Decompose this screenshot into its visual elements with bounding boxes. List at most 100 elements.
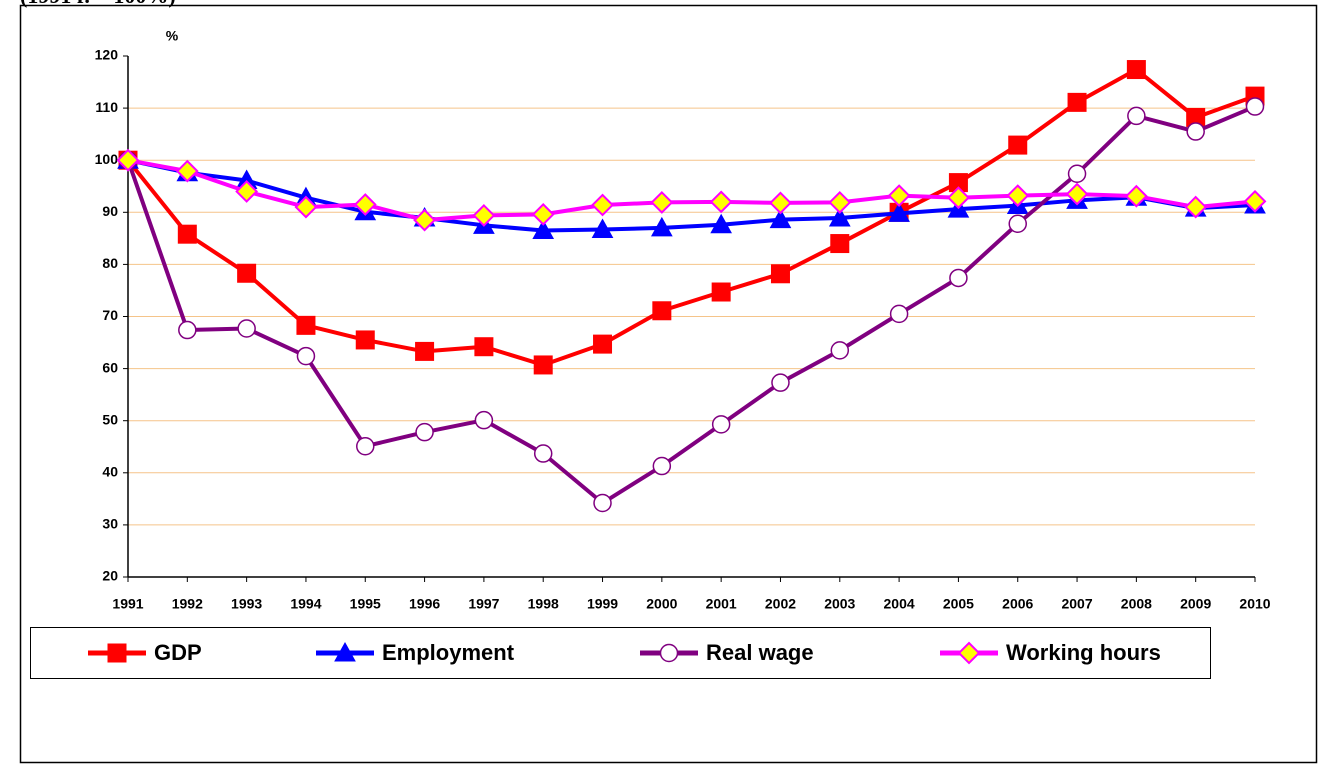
y-tick-label: 30 xyxy=(102,516,118,532)
legend-marker xyxy=(334,641,356,662)
x-tick-label: 2006 xyxy=(1002,596,1033,612)
data-point xyxy=(949,268,968,288)
data-point xyxy=(1067,164,1087,183)
data-point xyxy=(828,207,851,227)
chart-frame xyxy=(19,4,1318,764)
x-tick-label: 2000 xyxy=(646,596,677,612)
data-point xyxy=(1186,122,1205,141)
series-line xyxy=(127,158,1256,233)
data-point xyxy=(177,224,197,244)
x-tick-label: 1994 xyxy=(290,596,321,612)
x-tick-label: 2005 xyxy=(943,596,974,612)
data-point xyxy=(296,346,316,366)
data-point xyxy=(533,355,553,375)
data-point xyxy=(650,216,673,237)
data-point xyxy=(175,159,199,183)
y-tick-label: 90 xyxy=(102,203,118,219)
data-point xyxy=(711,415,731,434)
data-point xyxy=(235,180,259,203)
x-tick-label: 2002 xyxy=(765,596,796,612)
y-tick-label: 110 xyxy=(95,99,118,115)
data-point xyxy=(472,204,496,227)
data-point xyxy=(116,148,140,172)
chart-subtitle: (1991 г. = 100%) xyxy=(20,0,176,8)
x-tick-label: 1991 xyxy=(112,596,143,612)
data-point xyxy=(1184,195,1208,219)
data-point xyxy=(474,410,494,430)
series-line xyxy=(126,104,1256,506)
series-line xyxy=(127,158,1256,223)
data-point xyxy=(650,190,674,214)
data-point xyxy=(1124,184,1148,208)
x-tick-label: 1992 xyxy=(172,596,203,612)
data-point xyxy=(355,330,375,350)
y-tick-label: 50 xyxy=(102,411,118,427)
data-point xyxy=(1067,92,1087,112)
data-point xyxy=(591,218,614,238)
x-tick-label: 1995 xyxy=(350,596,381,612)
data-point xyxy=(830,234,850,254)
data-point xyxy=(947,186,970,210)
data-point xyxy=(532,219,555,240)
data-point xyxy=(830,341,850,360)
data-point xyxy=(652,456,672,476)
legend-marker xyxy=(107,643,127,663)
data-point xyxy=(178,320,197,340)
data-point xyxy=(711,282,731,302)
data-point xyxy=(710,213,733,234)
y-tick-label: 120 xyxy=(95,47,119,63)
data-point xyxy=(356,436,375,456)
data-point xyxy=(889,304,909,324)
legend-label: GDP xyxy=(154,640,202,665)
data-point xyxy=(828,190,852,214)
legend-label: Working hours xyxy=(1006,640,1161,665)
x-tick-label: 1996 xyxy=(409,596,440,612)
data-point xyxy=(1065,182,1089,206)
data-point xyxy=(1008,135,1028,155)
data-point xyxy=(709,190,733,214)
data-point xyxy=(591,193,614,217)
data-point xyxy=(771,373,790,392)
data-point xyxy=(353,193,377,216)
x-tick-label: 2003 xyxy=(824,596,855,612)
data-point xyxy=(474,337,494,357)
x-tick-label: 2009 xyxy=(1180,596,1211,612)
data-point xyxy=(415,341,435,361)
x-tick-label: 2007 xyxy=(1061,596,1092,612)
data-point xyxy=(887,184,911,208)
data-point xyxy=(652,301,672,321)
data-point xyxy=(237,263,257,283)
data-point xyxy=(531,202,555,226)
x-tick-label: 2004 xyxy=(884,596,915,612)
data-point xyxy=(770,264,790,284)
legend-label: Real wage xyxy=(706,640,814,665)
data-point xyxy=(413,208,436,232)
y-tick-label: 40 xyxy=(102,464,118,480)
data-point xyxy=(1245,97,1265,116)
data-point xyxy=(593,334,613,354)
data-point xyxy=(888,202,910,222)
y-tick-label: 100 xyxy=(95,151,119,167)
data-point xyxy=(237,319,256,338)
x-tick-label: 2008 xyxy=(1121,596,1152,612)
legend-box xyxy=(30,627,1211,679)
data-point xyxy=(1126,60,1146,80)
data-point xyxy=(1243,189,1267,213)
data-point xyxy=(533,444,553,463)
legend-label: Employment xyxy=(382,640,515,665)
x-tick-label: 1997 xyxy=(468,596,499,612)
y-tick-label: 20 xyxy=(102,568,118,584)
x-tick-label: 1998 xyxy=(528,596,559,612)
x-tick-label: 2001 xyxy=(706,596,737,612)
y-tick-label: 60 xyxy=(102,359,118,375)
data-point xyxy=(593,493,612,513)
data-point xyxy=(415,422,434,442)
data-point xyxy=(1008,214,1027,234)
data-point xyxy=(1127,106,1146,126)
y-tick-label: 80 xyxy=(102,255,118,271)
y-tick-label: 70 xyxy=(102,307,118,323)
data-point xyxy=(294,195,318,219)
x-tick-label: 1999 xyxy=(587,596,618,612)
